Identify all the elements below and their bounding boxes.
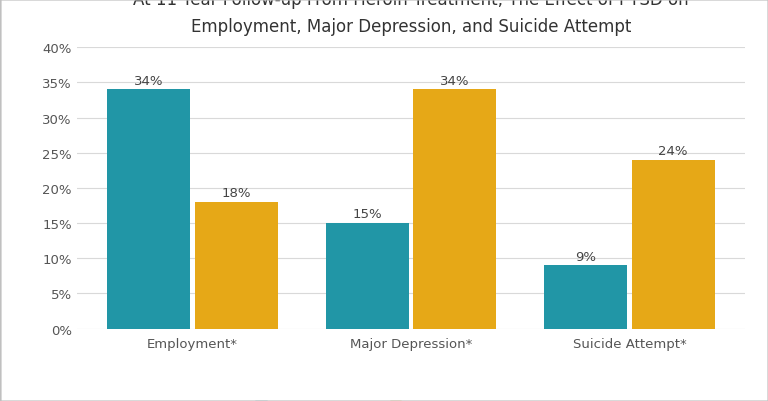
- Text: 24%: 24%: [658, 145, 688, 158]
- Legend: NEVER HAD PTSD, PTSD DURING TREATMENT: NEVER HAD PTSD, PTSD DURING TREATMENT: [255, 400, 567, 401]
- Bar: [545, 265, 627, 329]
- Bar: [194, 203, 277, 329]
- Bar: [326, 223, 409, 329]
- Text: 18%: 18%: [221, 187, 251, 200]
- Text: 9%: 9%: [575, 250, 596, 263]
- Bar: [108, 90, 190, 329]
- Text: 15%: 15%: [353, 208, 382, 221]
- Bar: [413, 90, 496, 329]
- Bar: [631, 160, 714, 329]
- Text: 34%: 34%: [440, 75, 469, 87]
- Title: At 11 Year Follow-up From Heroin Treatment, The Effect of PTSD on
Employment, Ma: At 11 Year Follow-up From Heroin Treatme…: [133, 0, 689, 35]
- Text: 34%: 34%: [134, 75, 164, 87]
